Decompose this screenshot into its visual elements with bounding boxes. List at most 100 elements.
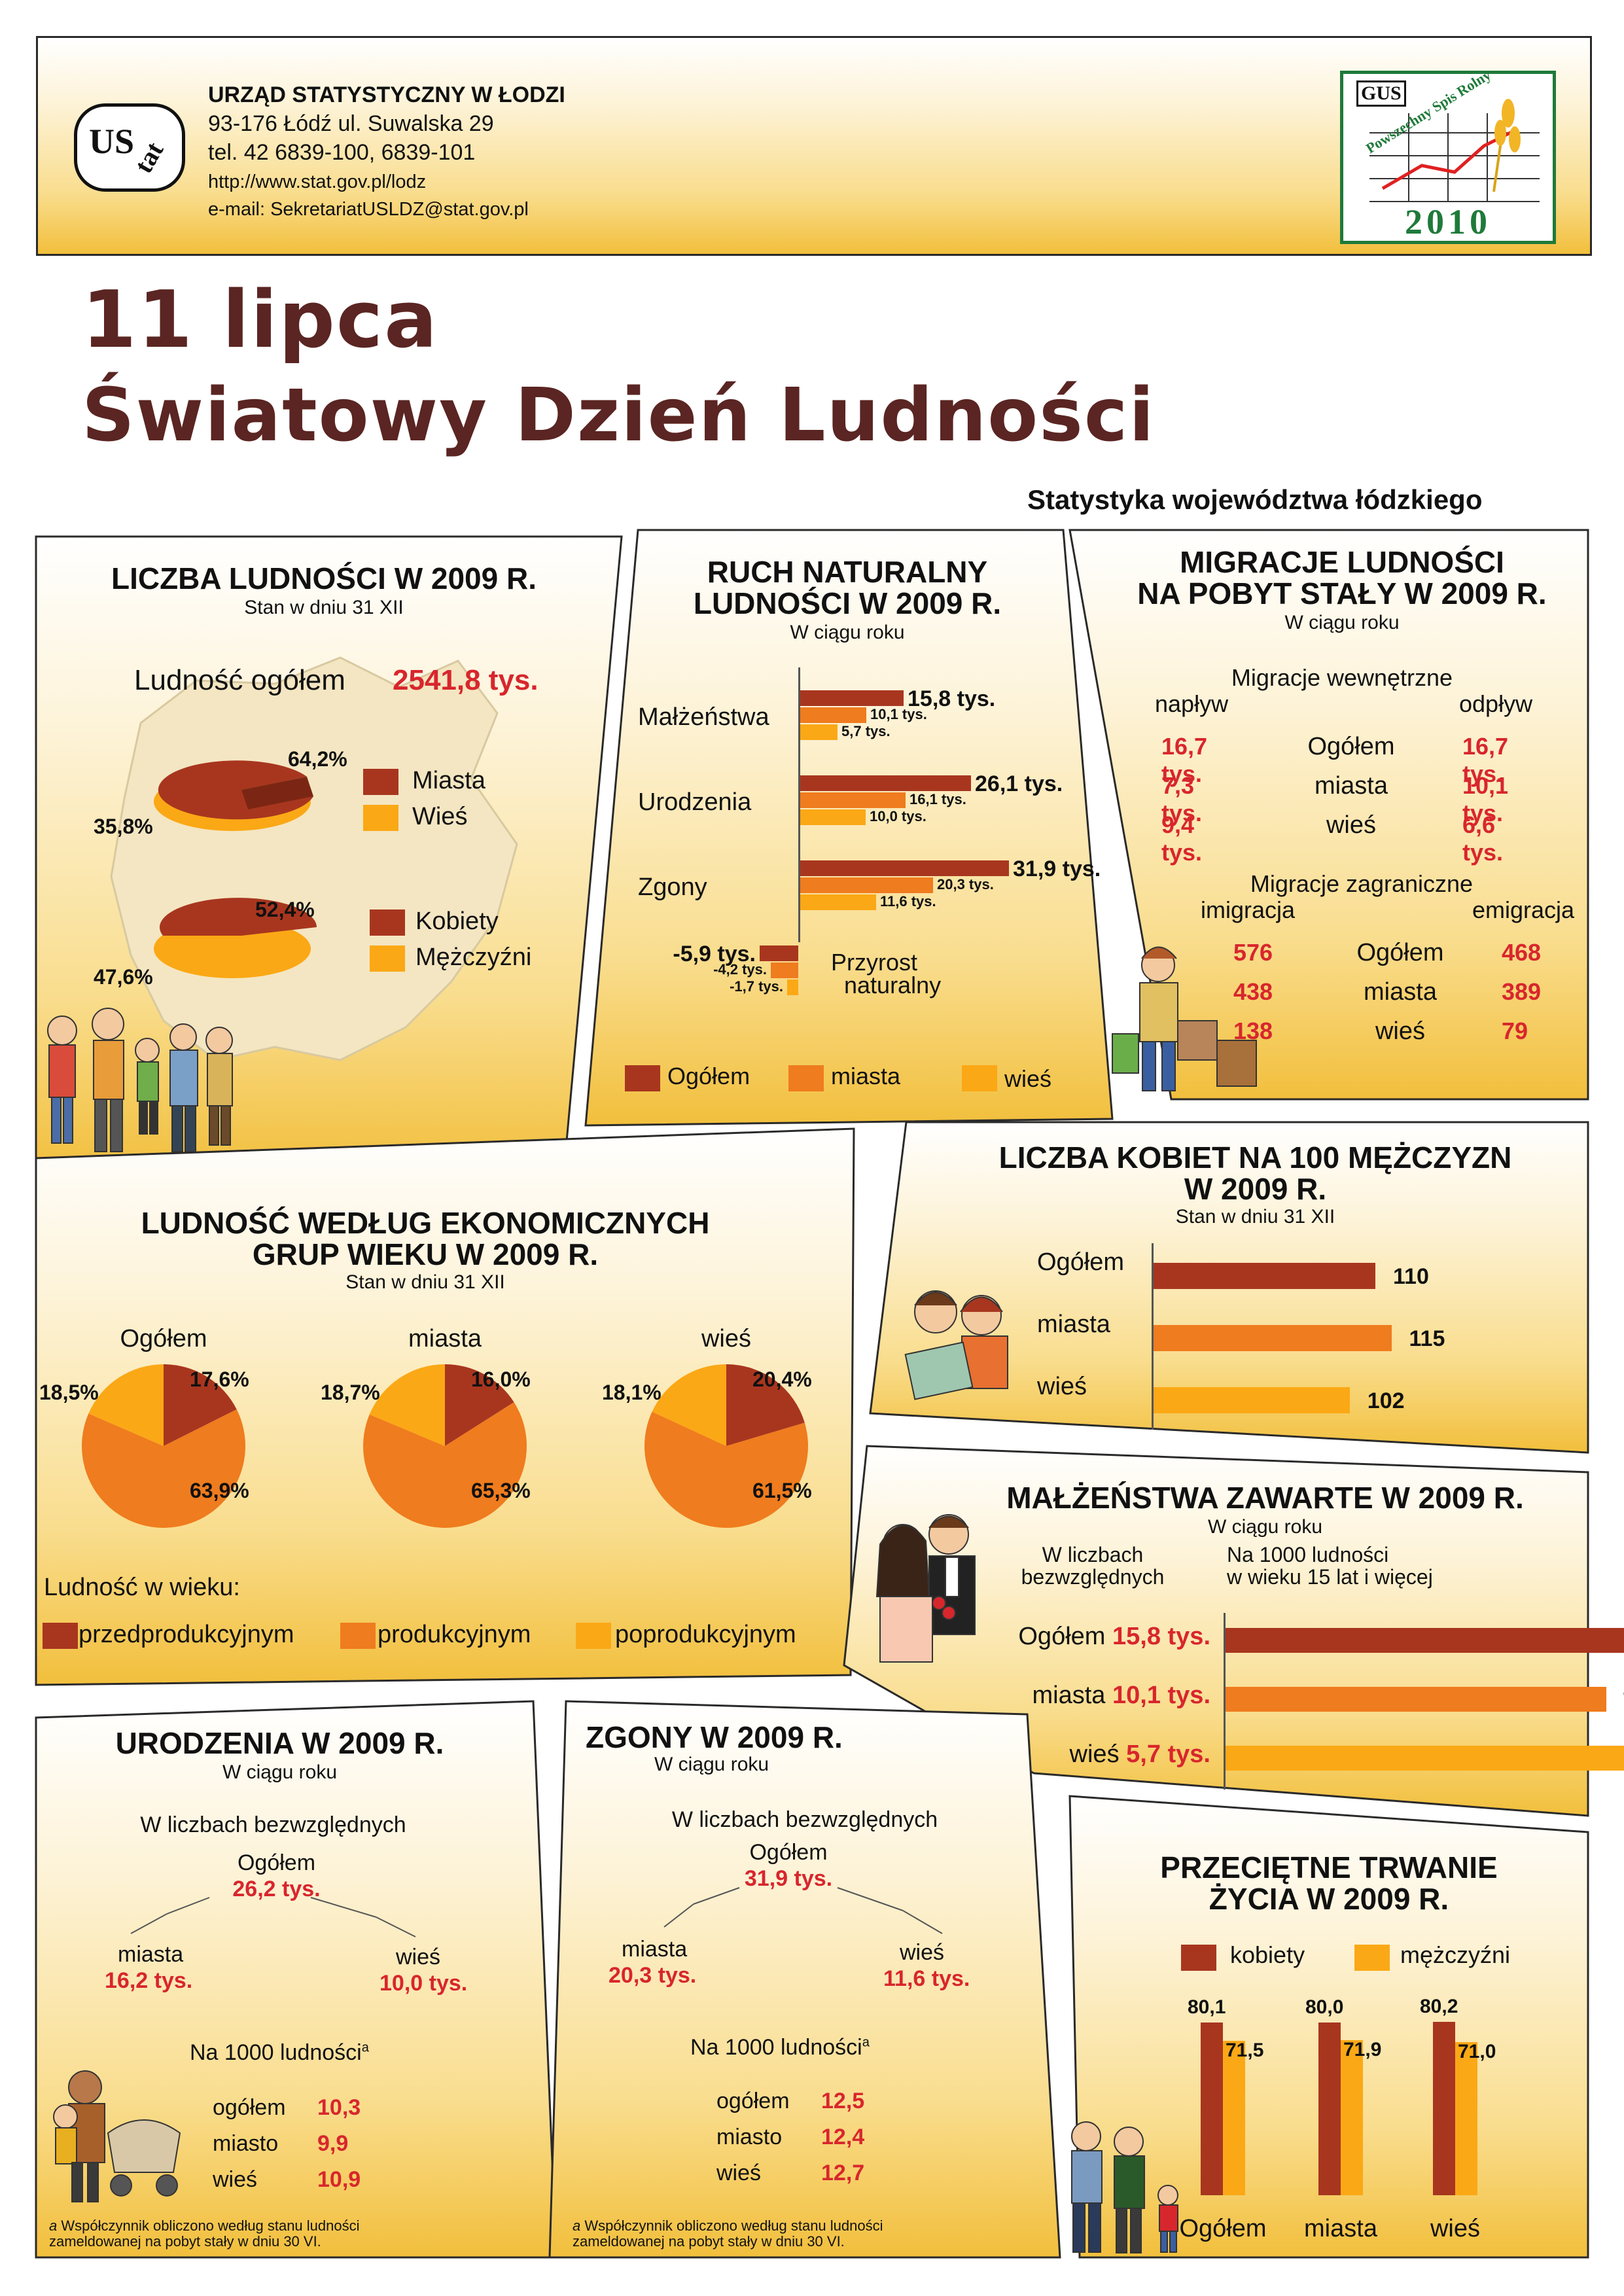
migracje-emigracja-label: emigracja bbox=[1472, 896, 1575, 923]
mig-wew-right: 10,1 tys. bbox=[1462, 772, 1509, 826]
ekon-pie-slice bbox=[644, 1411, 808, 1528]
kobiety-axis bbox=[1152, 1243, 1154, 1430]
urodzenia-subtitle: W ciągu roku bbox=[222, 1761, 338, 1783]
ruch-chart: Małżeństwa 15,8 tys. 10,1 tys. 5,7 tys. Urod… bbox=[586, 530, 1109, 1125]
ruch-group-label: Zgony bbox=[638, 874, 707, 901]
liczba-total-value: 2541,8 tys. bbox=[393, 664, 538, 696]
panel-malz-frame bbox=[843, 1445, 1589, 1817]
legend-miasta-swatch bbox=[363, 769, 398, 795]
ekon-pie-slice bbox=[652, 1364, 726, 1446]
page-title: Światowy Dzień Ludności bbox=[82, 373, 1156, 458]
malz-bar bbox=[1226, 1746, 1624, 1771]
kobiety-title-1: LICZBA KOBIET NA 100 MĘŻCZYZN bbox=[998, 1140, 1512, 1174]
rate-value: 10,9 bbox=[317, 2167, 361, 2192]
trwanie-bar-mezczyzni bbox=[1455, 2041, 1477, 2195]
zgony-wies-value: 11,6 tys. bbox=[883, 1966, 970, 1991]
malz-row-abs: 15,8 tys. bbox=[1112, 1623, 1210, 1650]
trwanie-title-2: ŻYCIA W 2009 R. bbox=[1209, 1882, 1449, 1916]
pie-kobiety-mezczyzni bbox=[154, 898, 317, 978]
panel-ekon: LUDNOŚĆ WEDŁUG EKONOMICZNYCH GRUP WIEKU … bbox=[36, 1129, 854, 1685]
panel-migracje-frame bbox=[1068, 529, 1589, 1101]
spis-rolny-logo: GUS Powszechny Spis Rolny 2010 bbox=[1340, 66, 1556, 244]
ekon-pie-title: miasta bbox=[408, 1325, 482, 1352]
ruch-group-label: Małżeństwa bbox=[638, 703, 769, 731]
trwanie-bar-mezczyzni bbox=[1223, 2041, 1245, 2195]
ruch-bar-label: -1,7 tys. bbox=[730, 978, 783, 995]
ruch-bar bbox=[800, 860, 1009, 876]
ekon-pie-slice bbox=[88, 1364, 164, 1446]
kobiety-bar bbox=[1154, 1325, 1392, 1351]
ekon-pie-post-label: 18,5% bbox=[39, 1381, 99, 1404]
ekon-pie-post-label: 18,7% bbox=[321, 1381, 380, 1404]
ekon-legend-pre-swatch bbox=[43, 1623, 78, 1649]
us-logo-text: US bbox=[89, 122, 135, 161]
family-illustration bbox=[47, 1008, 233, 1152]
zgony-tree-lines bbox=[663, 1887, 943, 1934]
trwanie-bar-mezczyzni bbox=[1341, 2040, 1363, 2195]
urodzenia-abs-title: W liczbach bezwzględnych bbox=[140, 1812, 406, 1837]
ekon-subtitle: Stan w dniu 31 XII bbox=[345, 1271, 505, 1293]
zgony-rate-sup: a bbox=[862, 2035, 870, 2050]
malz-bar bbox=[1226, 1687, 1607, 1712]
ruch-legend-miasta: miasta bbox=[831, 1063, 901, 1089]
family-walking-illustration bbox=[1071, 2121, 1178, 2253]
ruch-przyrost-label-2: naturalny bbox=[844, 972, 942, 998]
mig-zag-left: 438 bbox=[1233, 978, 1273, 1005]
zgony-footnote: a Współczynnik obliczono według stanu lu… bbox=[573, 2218, 883, 2250]
ruch-bar bbox=[800, 690, 904, 706]
trwanie-value-kobiety: 80,2 bbox=[1420, 1996, 1458, 2018]
rate-value: 12,7 bbox=[821, 2161, 865, 2185]
ekon-pie-slice bbox=[726, 1364, 805, 1446]
urodzenia-ogolem-value: 26,2 tys. bbox=[232, 1877, 321, 1901]
org-email[interactable]: e-mail: SekretariatUSLDZ@stat.gov.pl bbox=[208, 199, 529, 220]
ruch-bar-label: 15,8 tys. bbox=[908, 686, 996, 711]
ekon-title-1: LUDNOŚĆ WEDŁUG EKONOMICZNYCH bbox=[141, 1206, 710, 1240]
ruch-bar bbox=[760, 945, 798, 961]
urodzenia-rate-title: Na 1000 ludnościa bbox=[190, 2040, 369, 2066]
trwanie-bar-kobiety bbox=[1318, 2022, 1341, 2195]
ruch-bar bbox=[800, 707, 866, 723]
malz-title: MAŁŻEŃSTWA ZAWARTE W 2009 R. bbox=[1006, 1481, 1524, 1515]
zgony-rate-title-text: Na 1000 ludności bbox=[690, 2035, 862, 2060]
malz-col2-b: w wieku 15 lat i więcej bbox=[1227, 1565, 1433, 1589]
ekon-legend-prod: produkcyjnym bbox=[378, 1621, 531, 1648]
mig-zag-label: wieś bbox=[1375, 1017, 1426, 1045]
mig-zag-right: 389 bbox=[1502, 978, 1542, 1005]
urodzenia-footnote-line1: Współczynnik obliczono według stanu ludn… bbox=[57, 2217, 360, 2234]
org-address: 93-176 Łódź ul. Suwalska 29 bbox=[208, 111, 494, 136]
trwanie-value-kobiety: 80,0 bbox=[1305, 1996, 1344, 2018]
urodzenia-ogolem-label: Ogółem bbox=[237, 1850, 316, 1875]
migracje-wew-title: Migracje wewnętrzne bbox=[1231, 664, 1453, 691]
zgony-ogolem-value: 31,9 tys. bbox=[744, 1866, 833, 1891]
trwanie-value-mezczyzni: 71,9 bbox=[1343, 2038, 1382, 2060]
pie1-small-label: 35,8% bbox=[94, 815, 153, 838]
ekon-pie-slice bbox=[81, 1409, 245, 1528]
ekon-pie-pre-label: 20,4% bbox=[752, 1368, 812, 1391]
ekon-legend-prod-swatch bbox=[340, 1623, 376, 1649]
ruch-bar bbox=[800, 792, 906, 808]
zgony-footnote-line1: Współczynnik obliczono według stanu ludn… bbox=[580, 2217, 883, 2234]
mig-wew-label: wieś bbox=[1326, 811, 1377, 839]
org-website[interactable]: http://www.stat.gov.pl/lodz bbox=[208, 171, 427, 192]
couple-reading-illustration bbox=[904, 1290, 1008, 1400]
malz-col1-b: bezwzględnych bbox=[1021, 1565, 1165, 1589]
ruch-bar bbox=[800, 724, 838, 740]
urodzenia-footnote-line2: zameldowanej na pobyt stały w dniu 30 VI… bbox=[49, 2233, 321, 2250]
zgony-footnote-marker: a bbox=[573, 2217, 581, 2234]
ruch-przyrost-label-1: Przyrost bbox=[831, 949, 918, 976]
kobiety-bar-label: 115 bbox=[1409, 1326, 1445, 1351]
ruch-bar-label: 5,7 tys. bbox=[841, 723, 891, 739]
ruch-title-1: RUCH NATURALNY bbox=[707, 555, 988, 589]
migracje-title-2: NA POBYT STAŁY W 2009 R. bbox=[1137, 576, 1547, 610]
page-subtitle: Statystyka województwa łódzkiego bbox=[1027, 484, 1483, 515]
urodzenia-miasta-value: 16,2 tys. bbox=[105, 1968, 193, 1993]
ruch-bar-label: -4,2 tys. bbox=[713, 961, 767, 978]
legend-wies-swatch bbox=[363, 805, 398, 831]
malz-row-name: wieś bbox=[1069, 1740, 1127, 1768]
panel-malz: MAŁŻEŃSTWA ZAWARTE W 2009 R. W ciągu rok… bbox=[844, 1446, 1624, 1816]
malz-chart: Ogółem 15,8 tys.7,2miasta 10,1 tys.7,0wi… bbox=[844, 1446, 1624, 1816]
malz-row-abs: 5,7 tys. bbox=[1126, 1740, 1210, 1768]
liczba-total-label: Ludność ogółem bbox=[134, 664, 345, 696]
liczba-title: LICZBA LUDNOŚCI W 2009 R. bbox=[111, 561, 537, 595]
ruch-bar-label: 10,0 tys. bbox=[870, 808, 927, 824]
